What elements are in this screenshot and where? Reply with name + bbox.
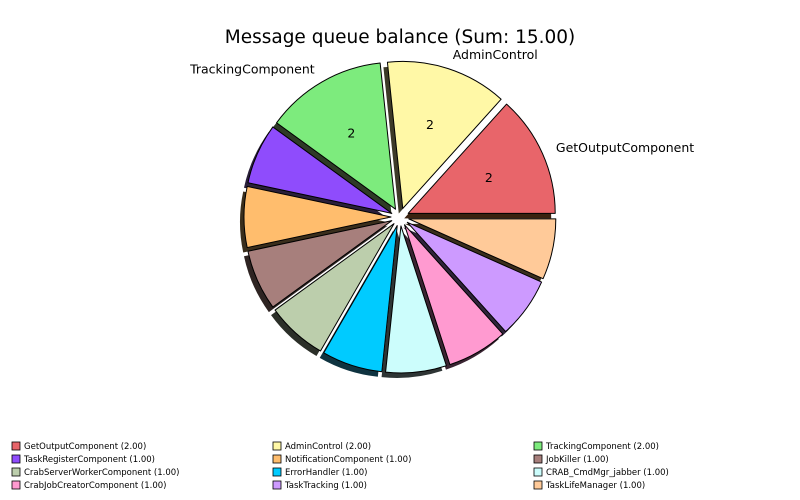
slice-value-label: 2: [347, 125, 355, 140]
legend-swatch: [272, 480, 282, 490]
legend-label: NotificationComponent (1.00): [285, 455, 411, 465]
legend-item: TrackingComponent (2.00): [533, 441, 659, 452]
legend-item: ErrorHandler (1.00): [272, 467, 367, 478]
legend-label: CRAB_CmdMgr_jabber (1.00): [546, 468, 669, 478]
legend-label: JobKiller (1.00): [545, 455, 609, 465]
legend-item: CrabServerWorkerComponent (1.00): [11, 467, 179, 478]
slice-name-labels: GetOutputComponent AdminControl TrackingCo…: [189, 47, 694, 155]
pie-slice-jobkiller: [247, 220, 393, 308]
legend: GetOutputComponent (2.00) AdminControl (2…: [11, 441, 669, 491]
legend-label: GetOutputComponent (2.00): [24, 442, 146, 452]
pie-slice-taskregistercomponent: [247, 126, 393, 214]
legend-item: JobKiller (1.00): [533, 454, 609, 465]
legend-swatch: [272, 467, 282, 477]
legend-item: TaskTracking (1.00): [272, 480, 367, 491]
legend-swatch: [11, 454, 21, 464]
legend-item: NotificationComponent (1.00): [272, 454, 411, 465]
slice-name-label: GetOutputComponent: [556, 140, 694, 155]
legend-item: CrabJobCreatorComponent (1.00): [11, 480, 166, 491]
legend-swatch: [533, 467, 543, 477]
legend-swatch: [533, 480, 543, 490]
slice-value-label: 2: [485, 170, 493, 185]
pie-slice-crabjobcreatorcomponent: [404, 224, 504, 366]
legend-item: AdminControl (2.00): [272, 441, 371, 452]
pie-slice-tasktracking: [406, 221, 543, 333]
legend-swatch: [11, 480, 21, 490]
legend-swatch: [11, 467, 21, 477]
pie-slice-crabserverworkercomponent: [274, 223, 395, 352]
legend-label: TaskRegisterComponent (1.00): [23, 455, 155, 465]
legend-swatch: [533, 441, 543, 451]
pie-slice-getoutputcomponent: [407, 103, 556, 214]
legend-item: TaskLifeManager (1.00): [533, 480, 645, 491]
legend-item: CRAB_CmdMgr_jabber (1.00): [533, 467, 669, 478]
legend-label: TaskTracking (1.00): [284, 481, 367, 491]
legend-swatch: [272, 441, 282, 451]
slice-name-label: TrackingComponent: [189, 62, 315, 77]
legend-label: CrabJobCreatorComponent (1.00): [24, 481, 166, 491]
pie-slice-admincontrol: [386, 60, 502, 209]
slice-value-label: 2: [426, 117, 434, 132]
legend-item: GetOutputComponent (2.00): [11, 441, 146, 452]
legend-swatch: [11, 441, 21, 451]
pie-slices: [243, 60, 557, 374]
chart-title: Message queue balance (Sum: 15.00): [225, 27, 576, 48]
legend-label: CrabServerWorkerComponent (1.00): [24, 468, 179, 478]
pie-slice-notificationcomponent: [243, 185, 392, 249]
legend-label: ErrorHandler (1.00): [285, 468, 367, 478]
legend-label: TrackingComponent (2.00): [545, 442, 659, 452]
pie-slice-tasklifemanager: [408, 218, 557, 280]
slice-name-label: AdminControl: [453, 47, 538, 62]
pie-slice-trackingcomponent: [276, 62, 396, 210]
legend-item: TaskRegisterComponent (1.00): [11, 454, 155, 465]
pie-slice-crab-cmdmgr-jabber: [385, 225, 447, 374]
pie-slice-errorhandler: [323, 225, 398, 373]
slice-value-labels: 2 2 2: [347, 117, 492, 185]
legend-swatch: [272, 454, 282, 464]
legend-label: AdminControl (2.00): [285, 442, 371, 452]
legend-label: TaskLifeManager (1.00): [545, 481, 645, 491]
legend-swatch: [533, 454, 543, 464]
